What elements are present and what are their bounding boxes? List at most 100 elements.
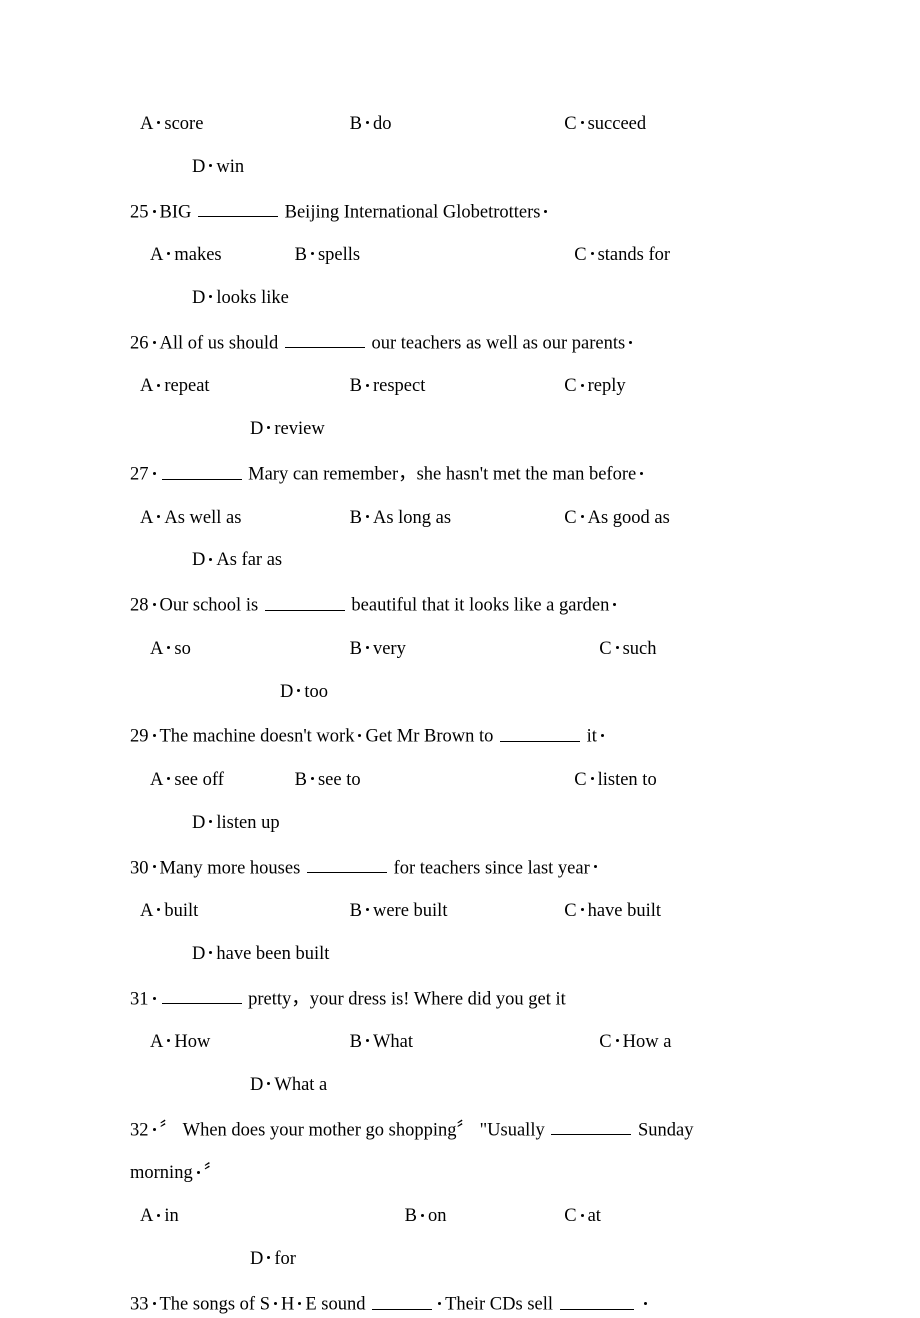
stem-text: The machine doesn't work (160, 727, 355, 747)
q27-stem: 27 Mary can remember，she hasn't met the … (130, 460, 790, 488)
option-d[interactable]: Dtoo (280, 680, 328, 706)
option-d[interactable]: DAs far as (192, 548, 282, 574)
q25-options-row2: Dlooks like (130, 286, 790, 312)
question-number: 29 (130, 727, 149, 747)
q30-stem: 30Many more houses for teachers since la… (130, 854, 790, 882)
option-b[interactable]: Bwere built (350, 899, 560, 925)
q28-options-row1: Aso Bvery Csuch (130, 637, 790, 663)
stem-text: H (281, 1295, 294, 1315)
q32-options-row1: Ain Bon Cat (130, 1204, 790, 1230)
option-d[interactable]: Dreview (250, 417, 325, 443)
option-c[interactable]: Creply (564, 374, 625, 400)
option-text: see to (318, 770, 361, 790)
q26-options-row2: Dreview (130, 417, 790, 443)
q27-options-row1: AAs well as BAs long as CAs good as (130, 506, 790, 532)
option-text: win (216, 157, 244, 177)
option-b[interactable]: Bon (405, 1204, 560, 1230)
stem-text: 〞 (204, 1163, 223, 1183)
option-a[interactable]: Ascore (140, 112, 345, 138)
q24-options-row1: Ascore Bdo Csucceed (130, 112, 790, 138)
option-text: at (588, 1206, 601, 1226)
stem-text: Mary can remember，she hasn't met the man… (244, 465, 637, 485)
option-c[interactable]: Csuch (599, 637, 656, 663)
option-c[interactable]: Clisten to (574, 768, 656, 794)
q30-options-row1: Abuilt Bwere built Chave built (130, 899, 790, 925)
option-d[interactable]: Dlooks like (192, 286, 289, 312)
option-c[interactable]: Cat (564, 1204, 601, 1230)
option-text: makes (174, 245, 221, 265)
option-a[interactable]: Arepeat (140, 374, 345, 400)
q31-options-row2: DWhat a (130, 1073, 790, 1099)
q31-options-row1: AHow BWhat CHow a (130, 1030, 790, 1056)
option-d[interactable]: Dfor (250, 1247, 296, 1273)
option-b[interactable]: Bdo (350, 112, 560, 138)
option-text: for (274, 1249, 296, 1269)
option-a[interactable]: Ain (140, 1204, 400, 1230)
option-b[interactable]: BWhat (350, 1030, 595, 1056)
option-text: have built (588, 901, 661, 921)
question-number: 30 (130, 858, 149, 878)
option-b[interactable]: Bvery (350, 637, 595, 663)
option-a[interactable]: Abuilt (140, 899, 345, 925)
option-text: on (428, 1206, 447, 1226)
option-c[interactable]: Cstands for (574, 243, 670, 269)
option-b[interactable]: Bspells (295, 243, 570, 269)
question-number: 33 (130, 1295, 149, 1315)
option-text: As good as (588, 508, 670, 528)
option-d[interactable]: DWhat a (250, 1073, 327, 1099)
option-a[interactable]: AAs well as (140, 506, 345, 532)
q27-options-row2: DAs far as (130, 548, 790, 574)
stem-text: All of us should (160, 333, 279, 353)
option-d[interactable]: Dhave been built (192, 942, 329, 968)
option-a[interactable]: Amakes (150, 243, 290, 269)
stem-text: BIG (160, 202, 192, 222)
option-text: How (174, 1032, 210, 1052)
option-text: spells (318, 245, 360, 265)
q26-options-row1: Arepeat Brespect Creply (130, 374, 790, 400)
q29-stem: 29The machine doesn't workGet Mr Brown t… (130, 722, 790, 750)
option-text: listen up (216, 813, 279, 833)
option-text: in (164, 1206, 178, 1226)
option-d[interactable]: Dlisten up (192, 811, 280, 837)
option-text: such (623, 639, 657, 659)
option-text: very (373, 639, 406, 659)
blank (372, 1290, 432, 1310)
q24-options-row2: Dwin (130, 155, 790, 181)
q31-stem: 31 pretty，your dress is! Where did you g… (130, 985, 790, 1013)
option-text: stands for (598, 245, 670, 265)
stem-text: pretty，your dress is! Where did you get … (244, 989, 566, 1009)
option-text: see off (174, 770, 223, 790)
blank (198, 198, 278, 218)
blank (560, 1290, 634, 1310)
option-text: succeed (588, 114, 647, 134)
stem-text: our teachers as well as our parents (367, 333, 625, 353)
blank (162, 985, 242, 1005)
option-text: repeat (164, 376, 209, 396)
stem-text: beautiful that it looks like a garden (347, 596, 610, 616)
option-text: score (164, 114, 203, 134)
option-c[interactable]: CHow a (599, 1030, 671, 1056)
option-a[interactable]: Asee off (150, 768, 290, 794)
stem-text: for teachers since last year (389, 858, 590, 878)
question-number: 31 (130, 989, 149, 1009)
stem-text: morning (130, 1163, 193, 1183)
option-text: listen to (598, 770, 657, 790)
option-b[interactable]: Bsee to (295, 768, 570, 794)
blank (307, 854, 387, 874)
option-text: What a (274, 1075, 327, 1095)
q33-stem: 33The songs of SHE sound Their CDs sell (130, 1290, 790, 1318)
option-c[interactable]: Csucceed (564, 112, 646, 138)
option-d[interactable]: Dwin (192, 155, 244, 181)
option-a[interactable]: Aso (150, 637, 345, 663)
q28-options-row2: Dtoo (130, 680, 790, 706)
option-b[interactable]: BAs long as (350, 506, 560, 532)
question-number: 27 (130, 465, 149, 485)
option-text: review (274, 419, 324, 439)
question-number: 25 (130, 202, 149, 222)
option-text: so (174, 639, 190, 659)
option-b[interactable]: Brespect (350, 374, 560, 400)
option-c[interactable]: CAs good as (564, 506, 670, 532)
stem-text: E sound (305, 1295, 370, 1315)
option-a[interactable]: AHow (150, 1030, 345, 1056)
option-c[interactable]: Chave built (564, 899, 661, 925)
